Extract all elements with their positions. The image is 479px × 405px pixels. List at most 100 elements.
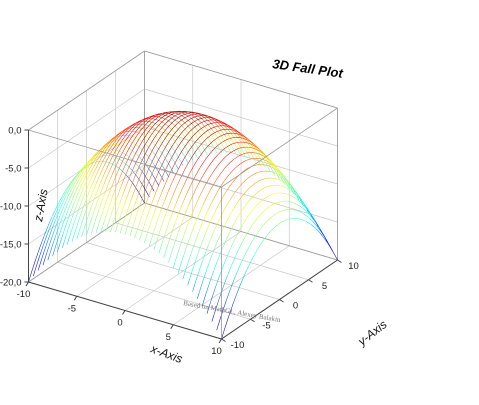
fall-curve-segment — [140, 157, 142, 159]
fall-curve-segment — [191, 249, 193, 255]
fall-curve-segment — [139, 144, 141, 147]
fall-curve-segment — [71, 206, 73, 211]
fall-curve-segment — [146, 170, 148, 174]
fall-curve-segment — [269, 218, 271, 220]
fall-curve-segment — [160, 193, 162, 198]
fall-curve-segment — [258, 172, 260, 173]
fall-curve-segment — [212, 171, 214, 174]
fall-curve-segment — [128, 203, 130, 209]
fall-curve-segment — [201, 122, 203, 123]
fall-curve-segment — [213, 289, 215, 295]
fall-curve-segment — [261, 226, 263, 228]
fall-curve-segment — [163, 149, 165, 152]
fall-curve-segment — [54, 209, 56, 213]
fall-curve-segment — [248, 246, 250, 250]
fall-curve-segment — [168, 219, 170, 224]
fall-curve-segment — [197, 292, 199, 298]
fall-curve-segment — [152, 139, 154, 142]
fall-curve-segment — [276, 225, 278, 227]
fall-curve-segment — [189, 113, 191, 114]
fall-curve-segment — [201, 175, 203, 178]
fall-curve-segment — [318, 231, 320, 233]
fall-curve-segment — [111, 174, 113, 179]
fall-curve-segment — [140, 125, 142, 127]
fall-curve-segment — [134, 145, 136, 148]
fall-curve-segment — [99, 165, 101, 169]
fall-curve-segment — [313, 222, 315, 224]
fall-curve-segment — [87, 175, 89, 179]
fall-curve-segment — [166, 114, 168, 115]
fall-curve-segment — [145, 141, 147, 144]
fall-curve-segment — [50, 230, 52, 235]
fall-curve-segment — [80, 179, 82, 183]
fall-curve-segment — [77, 180, 79, 184]
fall-curve-segment — [183, 129, 185, 131]
fall-curve-segment — [166, 139, 168, 141]
fall-curve-segment — [202, 116, 204, 117]
fall-curve-segment — [127, 141, 129, 142]
fall-curve-segment — [306, 215, 308, 216]
fall-curve-segment — [208, 206, 210, 210]
fall-curve-segment — [195, 132, 197, 134]
fall-curve-segment — [96, 200, 98, 205]
fall-curve-segment — [276, 202, 278, 203]
fall-curve-segment — [153, 146, 155, 149]
fall-curve-segment — [103, 173, 105, 177]
fall-curve-segment — [236, 270, 238, 275]
fall-curve-segment — [149, 205, 151, 210]
fall-curve-segment — [225, 177, 227, 180]
fall-curve-segment — [239, 163, 241, 164]
fall-curve-segment — [139, 164, 141, 168]
fall-curve-segment — [116, 137, 118, 139]
fall-curve-segment — [146, 122, 148, 124]
x-tick-mark — [171, 325, 174, 329]
fall-curve-segment — [100, 214, 102, 220]
fall-curve-segment — [94, 205, 96, 211]
fall-curve-segment — [188, 238, 190, 243]
fall-curve-segment — [54, 236, 56, 242]
fall-curve-segment — [227, 174, 229, 176]
fall-curve-segment — [153, 135, 155, 137]
fall-curve-segment — [295, 203, 297, 204]
fall-curve-segment — [82, 188, 84, 193]
fall-curve-segment — [72, 236, 74, 242]
fall-curve-segment — [88, 168, 90, 172]
fall-curve-segment — [210, 174, 212, 177]
fall-curve-segment — [250, 211, 252, 214]
fall-curve-segment — [120, 227, 122, 233]
fall-curve-segment — [196, 199, 198, 203]
fall-curve-segment — [163, 144, 165, 146]
fall-curve-segment — [167, 191, 169, 196]
fall-curve-segment — [165, 230, 167, 236]
fall-curve-segment — [260, 213, 262, 215]
fall-curve-segment — [152, 127, 154, 128]
fall-curve-segment — [97, 169, 99, 173]
fall-curve-segment — [223, 327, 225, 333]
fall-curve-segment — [164, 138, 166, 141]
fall-curve-segment — [163, 172, 165, 176]
fall-curve-segment — [228, 249, 230, 253]
fall-curve-segment — [199, 126, 201, 128]
fall-curve-segment — [311, 220, 313, 222]
fall-curve-segment — [215, 133, 217, 136]
fall-curve-segment — [153, 152, 155, 154]
fall-curve-segment — [237, 187, 239, 189]
fall-curve-segment — [189, 124, 191, 126]
fall-curve-segment — [215, 149, 217, 153]
fall-curve-segment — [221, 121, 223, 122]
fall-curve-segment — [195, 186, 197, 190]
fall-curve-segment — [262, 239, 264, 242]
fall-curve-segment — [95, 173, 97, 177]
fall-curve-segment — [230, 211, 232, 214]
fall-curve-segment — [189, 121, 191, 123]
fall-curve-segment — [87, 213, 89, 219]
fall-curve-segment — [67, 238, 69, 244]
fall-curve-segment — [241, 241, 243, 245]
fall-curve-segment — [136, 153, 138, 155]
fall-curve-segment — [98, 220, 100, 226]
fall-curve-segment — [142, 179, 144, 184]
fall-curve-segment — [227, 233, 229, 237]
fall-curve-segment — [196, 135, 198, 138]
fall-curve-segment — [108, 219, 110, 225]
fall-curve-segment — [227, 146, 229, 149]
